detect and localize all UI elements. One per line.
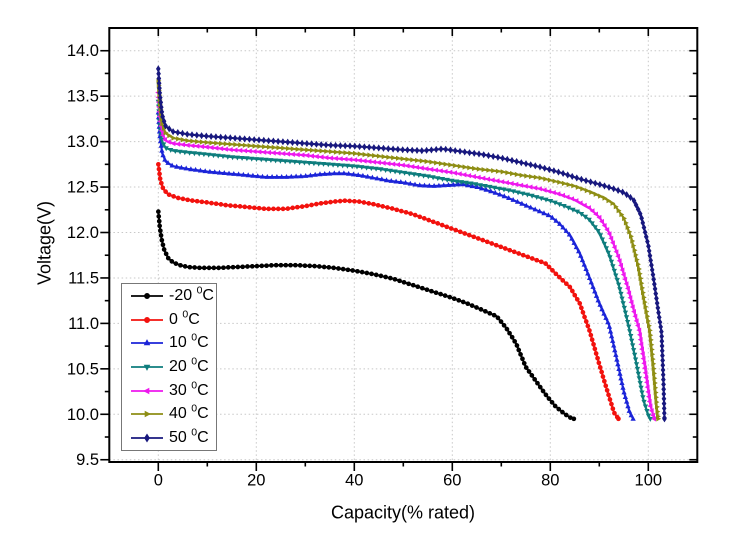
degree-superscript: 0 [191, 379, 198, 392]
y-tick-label: 12.5 [67, 179, 99, 197]
legend-marker-circle-icon [131, 316, 163, 323]
legend-label: 40 0C [169, 402, 209, 423]
legend-item-50: 50 0C [122, 426, 216, 450]
x-tick-label: 40 [345, 471, 363, 489]
legend-label: 50 0C [169, 426, 209, 446]
legend-glyph [144, 316, 150, 323]
y-tick-label: 11.0 [68, 315, 99, 333]
y-tick-label: 13.5 [67, 88, 99, 106]
degree-superscript: 0 [191, 332, 198, 345]
degree-superscript: 0 [191, 426, 198, 439]
series-line-50 [157, 68, 666, 419]
legend-glyph [144, 410, 151, 418]
legend-marker-diamond-icon [131, 433, 163, 443]
legend-item-20: 20 0C [122, 355, 216, 379]
y-tick-label: 10.5 [67, 360, 99, 378]
legend-glyph [143, 364, 151, 371]
legend-item--20: -20 0C [122, 284, 216, 308]
degree-superscript: 0 [182, 308, 189, 321]
y-tick-label: 10.0 [67, 406, 99, 424]
legend-label: 20 0C [169, 355, 209, 375]
x-axis-title: Capacity(% rated) [330, 502, 476, 523]
series-line-0 [157, 164, 620, 420]
y-tick-label: 12.0 [67, 224, 99, 242]
legend-label: 10 0C [169, 332, 209, 352]
legend-marker-triangle-up-icon [131, 339, 163, 346]
series-markers--20 [156, 209, 577, 422]
degree-superscript: 0 [191, 402, 198, 415]
series-line--20 [157, 211, 575, 420]
y-tick-label: 13.0 [67, 133, 99, 151]
legend-glyph [144, 433, 150, 443]
series-markers-20 [155, 99, 653, 422]
legend-item-0: 0 0C [122, 308, 216, 332]
legend-item-10: 10 0C [122, 332, 216, 356]
degree-superscript: 0 [191, 355, 198, 368]
y-tick-label: 9.5 [76, 451, 99, 469]
legend-item-30: 30 0C [122, 379, 216, 403]
y-tick-label: 14.0 [67, 42, 99, 60]
legend-marker-triangle-left-icon [131, 387, 163, 394]
x-tick-label: 80 [541, 471, 559, 489]
x-tick-label: 100 [635, 471, 663, 489]
legend-label: 0 0C [169, 308, 200, 328]
legend-label: 30 0C [169, 379, 209, 399]
y-axis-title: Voltage(V) [34, 200, 55, 286]
legend-glyph [143, 387, 150, 394]
series-line-40 [157, 80, 660, 419]
legend-label: -20 0C [169, 284, 214, 305]
degree-superscript: 0 [196, 284, 203, 297]
legend-marker-triangle-right-icon [131, 410, 163, 418]
legend-glyph [144, 293, 150, 300]
series-markers-40 [156, 78, 662, 422]
legend-item-40: 40 0C [122, 402, 216, 426]
legend-marker-triangle-down-icon [131, 364, 163, 371]
y-tick-label: 11.5 [68, 269, 99, 287]
x-tick-label: 0 [154, 471, 163, 489]
legend-marker-circle-icon [131, 293, 163, 300]
x-tick-label: 20 [247, 471, 265, 489]
legend-glyph [143, 339, 151, 346]
legend: -20 0C 0 0C 10 0C 20 0C 30 0C 40 0C 50 0C [121, 283, 217, 451]
x-tick-label: 60 [443, 471, 461, 489]
